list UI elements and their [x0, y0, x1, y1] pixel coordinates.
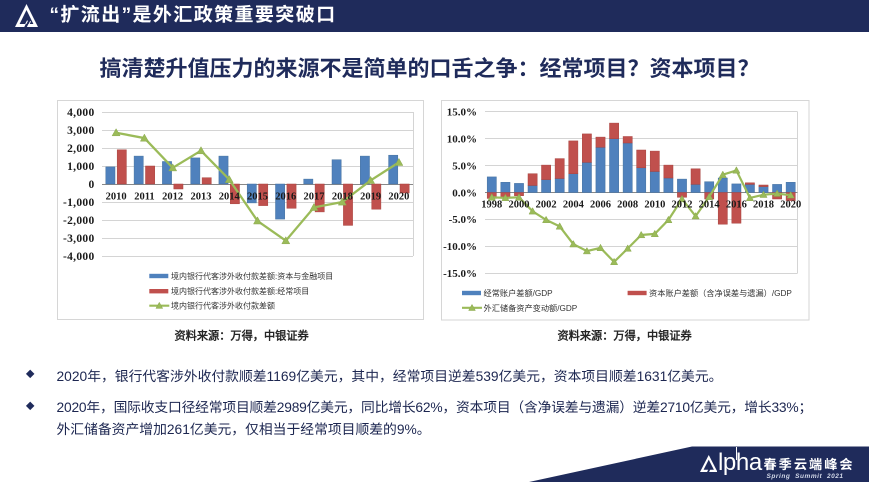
svg-text:2,000: 2,000: [67, 143, 94, 155]
svg-text:2012: 2012: [672, 200, 693, 211]
svg-text:2000: 2000: [508, 200, 529, 211]
svg-text:2020: 2020: [388, 192, 409, 203]
svg-text:资料来源：万得，中银证券: 资料来源：万得，中银证券: [557, 328, 692, 342]
svg-text:资料来源：万得，中银证券: 资料来源：万得，中银证券: [174, 328, 309, 342]
svg-text:2010: 2010: [106, 192, 127, 203]
svg-text:-4,000: -4,000: [63, 251, 95, 263]
svg-text:2008: 2008: [617, 200, 638, 211]
svg-text:-5.0%: -5.0%: [449, 214, 477, 226]
svg-text:2014: 2014: [219, 192, 241, 203]
svg-text:2018: 2018: [753, 200, 774, 211]
svg-text:境内银行代客涉外收付款差额:经常项目: 境内银行代客涉外收付款差额:经常项目: [171, 286, 309, 296]
svg-text:1,000: 1,000: [67, 161, 94, 173]
svg-text:2013: 2013: [190, 192, 211, 203]
svg-text:0: 0: [88, 179, 94, 191]
svg-text:资本账户差额（含净误差与遗漏）/GDP: 资本账户差额（含净误差与遗漏）/GDP: [649, 288, 792, 298]
svg-text:境内银行代客涉外收付款差额: 境内银行代客涉外收付款差额: [171, 301, 275, 311]
svg-text:0.0%: 0.0%: [452, 187, 477, 199]
svg-text:5.0%: 5.0%: [452, 160, 477, 172]
svg-text:4,000: 4,000: [67, 107, 94, 119]
svg-text:外汇储备资产变动额/GDP: 外汇储备资产变动额/GDP: [484, 303, 578, 313]
svg-text:经常账户差额/GDP: 经常账户差额/GDP: [484, 288, 554, 298]
svg-text:-2,000: -2,000: [63, 215, 95, 227]
svg-text:3,000: 3,000: [67, 125, 94, 137]
svg-text:2002: 2002: [536, 200, 557, 211]
svg-text:2019: 2019: [360, 192, 381, 203]
svg-text:-1,000: -1,000: [63, 197, 95, 209]
svg-text:2012: 2012: [162, 192, 183, 203]
svg-text:2010: 2010: [644, 200, 665, 211]
svg-text:2017: 2017: [304, 192, 325, 203]
svg-text:2004: 2004: [563, 200, 585, 211]
svg-text:2018: 2018: [332, 192, 353, 203]
svg-text:2014: 2014: [699, 200, 721, 211]
svg-text:境内银行代客涉外收付款差额:资本与金融项目: 境内银行代客涉外收付款差额:资本与金融项目: [171, 271, 333, 281]
svg-text:2006: 2006: [590, 200, 611, 211]
svg-text:-10.0%: -10.0%: [443, 241, 477, 253]
svg-text:2020: 2020: [780, 200, 801, 211]
svg-text:2016: 2016: [275, 192, 296, 203]
svg-text:2016: 2016: [726, 200, 747, 211]
svg-text:10.0%: 10.0%: [447, 134, 477, 146]
svg-text:-3,000: -3,000: [63, 233, 95, 245]
svg-text:-15.0%: -15.0%: [443, 268, 477, 280]
svg-text:15.0%: 15.0%: [447, 107, 477, 119]
svg-text:2015: 2015: [247, 192, 268, 203]
svg-text:2011: 2011: [134, 192, 154, 203]
svg-text:1998: 1998: [481, 200, 502, 211]
